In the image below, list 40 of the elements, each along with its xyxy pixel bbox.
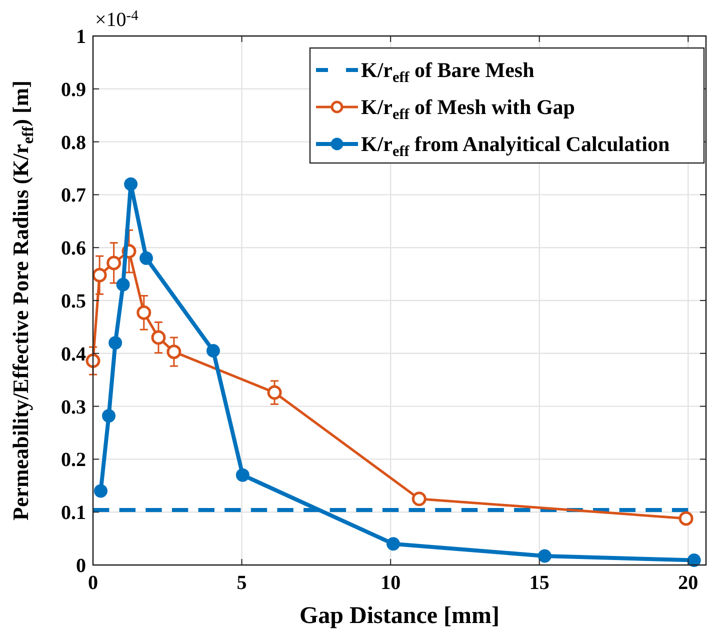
y-tick-label: 0.8 [61,132,86,154]
y-tick-label: 0.7 [61,184,86,207]
point [166,344,182,360]
y-tick-label: 0.6 [61,238,86,260]
point [94,484,108,498]
y-tick-label: 0.2 [61,449,86,472]
point [412,492,426,506]
x-tick-label: 5 [236,572,247,594]
point [108,336,122,350]
point [687,553,701,567]
y-tick-label: 0.4 [61,343,86,366]
point [102,409,116,423]
point [92,268,107,282]
y-tick-label: 0.3 [61,396,86,418]
y-tick-label: 1 [76,26,86,48]
point [386,537,400,551]
legend-label: K/r$_{eff}$ of Mesh with Gap [361,95,575,122]
point [236,468,250,482]
y-tick-label: 0.9 [61,78,86,101]
legend-label: K/r$_{eff}$ of Bare Mesh [361,58,535,86]
point [124,177,138,191]
text: ×10$^{-4}$ [95,8,138,31]
x-tick-label: 20 [678,572,698,594]
point [678,511,694,526]
x-tick-label: 10 [380,572,401,594]
point [267,385,282,400]
x-axis-title: Gap Distance [mm] [300,603,500,629]
x-tick-label: 15 [529,572,550,594]
point [206,344,220,358]
point [538,549,552,563]
legend-label: K/r$_{eff}$ from Analyitical Calculation [361,132,670,160]
point [136,305,152,320]
point [106,256,122,270]
y-tick-label: 0.1 [61,502,86,524]
point [116,278,130,292]
y-tick-label: 0.5 [61,290,86,312]
y-tick-label: 0 [76,555,86,577]
point [86,354,100,368]
point [140,251,154,265]
point [151,330,166,345]
